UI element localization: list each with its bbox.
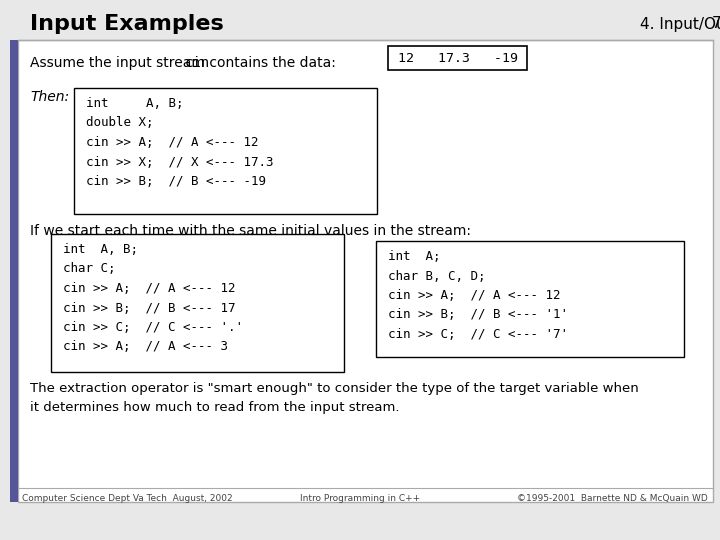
Text: ©1995-2001  Barnette ND & McQuain WD: ©1995-2001 Barnette ND & McQuain WD <box>517 494 708 503</box>
Text: 4. Input/Output: 4. Input/Output <box>640 17 720 31</box>
Text: 7: 7 <box>712 17 720 31</box>
Text: Input Examples: Input Examples <box>30 14 224 34</box>
FancyBboxPatch shape <box>74 88 377 214</box>
Text: int  A;
char B, C, D;
cin >> A;  // A <--- 12
cin >> B;  // B <--- '1'
cin >> C;: int A; char B, C, D; cin >> A; // A <---… <box>388 250 568 341</box>
FancyBboxPatch shape <box>376 241 684 357</box>
FancyBboxPatch shape <box>18 40 713 502</box>
Text: cin: cin <box>185 56 210 70</box>
Text: int     A, B;
double X;
cin >> A;  // A <--- 12
cin >> X;  // X <--- 17.3
cin >>: int A, B; double X; cin >> A; // A <--- … <box>86 97 274 188</box>
Text: The extraction operator is "smart enough" to consider the type of the target var: The extraction operator is "smart enough… <box>30 382 639 414</box>
Text: 12   17.3   -19: 12 17.3 -19 <box>397 51 518 64</box>
Text: Computer Science Dept Va Tech  August, 2002: Computer Science Dept Va Tech August, 20… <box>22 494 233 503</box>
Text: contains the data:: contains the data: <box>205 56 336 70</box>
FancyBboxPatch shape <box>388 46 527 70</box>
Text: Then:: Then: <box>30 90 69 104</box>
Bar <box>10 40 18 502</box>
Text: Assume the input stream: Assume the input stream <box>30 56 210 70</box>
Text: Intro Programming in C++: Intro Programming in C++ <box>300 494 420 503</box>
Text: int  A, B;
char C;
cin >> A;  // A <--- 12
cin >> B;  // B <--- 17
cin >> C;  //: int A, B; char C; cin >> A; // A <--- 12… <box>63 243 243 354</box>
FancyBboxPatch shape <box>51 234 344 372</box>
Text: If we start each time with the same initial values in the stream:: If we start each time with the same init… <box>30 224 471 238</box>
